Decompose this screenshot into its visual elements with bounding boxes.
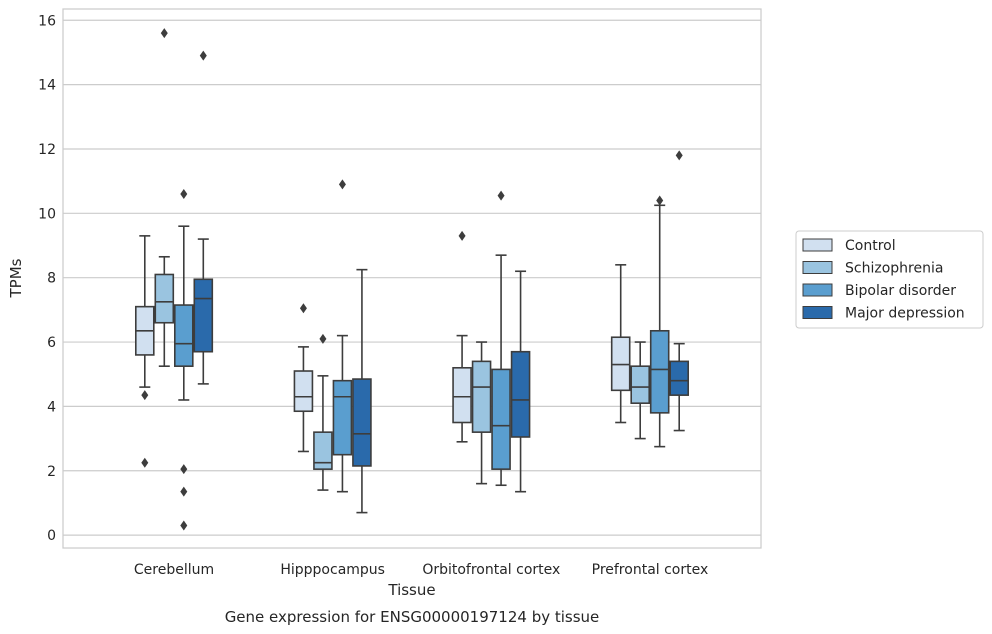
y-axis-ticks: 0 2 4 6 8 10 12 14 16 [38, 13, 56, 544]
outlier-point [180, 189, 188, 200]
iqr-box [649, 329, 670, 414]
x-tick-label-cerebellum: Cerebellum [134, 562, 214, 578]
y-tick-label: 10 [38, 206, 56, 222]
iqr-box [313, 431, 333, 470]
iqr-box [173, 304, 194, 367]
box-control-orbitofrontal-cortex [452, 230, 472, 443]
legend-swatch [802, 238, 833, 252]
outlier-point [319, 333, 327, 344]
box-schizophrenia-cerebellum [154, 28, 175, 367]
outlier-point [497, 190, 505, 201]
y-tick-label: 2 [47, 464, 56, 480]
y-tick-label: 4 [47, 399, 56, 415]
box-schizophrenia-prefrontal-cortex [630, 341, 651, 440]
outlier-point [160, 28, 168, 39]
outlier-point [180, 464, 188, 475]
x-tick-label-prefrontal-cortex: Prefrontal cortex [592, 562, 709, 578]
iqr-box [669, 360, 690, 396]
outlier-point [338, 179, 346, 190]
legend-label: Bipolar disorder [845, 283, 956, 299]
outlier-point [141, 390, 149, 401]
outlier-point [656, 195, 664, 206]
box-major-depression-orbitofrontal-cortex [510, 270, 531, 493]
iqr-box [471, 360, 492, 433]
box-bipolar-disorder-orbitofrontal-cortex [491, 190, 511, 487]
box-series [134, 28, 690, 531]
iqr-box [193, 278, 214, 353]
box-schizophrenia-hipppocampus [313, 333, 333, 491]
series-control [134, 230, 631, 468]
legend-label: Schizophrenia [845, 261, 943, 277]
outlier-point [299, 303, 307, 314]
iqr-box [610, 336, 631, 392]
legend-swatch [802, 283, 833, 297]
x-axis-ticks: Cerebellum Hipppocampus Orbitofrontal cort… [134, 562, 708, 578]
legend-item-control: Control [802, 238, 896, 254]
series-major-depression [193, 50, 690, 514]
box-bipolar-disorder-prefrontal-cortex [649, 195, 670, 448]
box-schizophrenia-orbitofrontal-cortex [471, 341, 492, 485]
outlier-point [180, 486, 188, 497]
iqr-box [510, 350, 531, 438]
outlier-point [180, 520, 188, 531]
outlier-point [141, 457, 149, 468]
iqr-box [332, 379, 353, 456]
x-axis-title: Tissue [387, 581, 435, 599]
x-tick-label-orbitofrontal-cortex: Orbitofrontal cortex [422, 562, 560, 578]
y-axis-title: TPMs [7, 258, 25, 298]
outlier-point [199, 50, 207, 61]
box-control-prefrontal-cortex [610, 264, 631, 424]
legend-swatch [802, 261, 833, 274]
iqr-box [352, 378, 372, 467]
box-major-depression-cerebellum [193, 50, 214, 385]
iqr-box [491, 368, 511, 470]
legend-item-major-depression: Major depression [802, 306, 965, 322]
y-tick-label: 6 [47, 335, 56, 351]
y-tick-label: 0 [47, 528, 56, 544]
legend: Control Schizophrenia Bipolar disorder Majo… [795, 230, 984, 329]
iqr-box [293, 370, 314, 413]
legend-label: Major depression [845, 306, 965, 322]
series-schizophrenia [154, 28, 651, 491]
box-bipolar-disorder-cerebellum [173, 189, 194, 531]
box-major-depression-prefrontal-cortex [669, 150, 690, 432]
iqr-box [630, 365, 651, 404]
iqr-box [452, 366, 472, 424]
x-tick-label-hipppocampus: Hipppocampus [280, 562, 385, 578]
box-major-depression-hipppocampus [352, 268, 372, 514]
y-tick-label: 8 [47, 271, 56, 287]
box-bipolar-disorder-hipppocampus [332, 179, 353, 493]
legend-item-schizophrenia: Schizophrenia [802, 261, 943, 277]
legend-frame [795, 230, 984, 329]
legend-swatch [802, 306, 833, 319]
plot-area-frame [62, 8, 762, 549]
box-control-cerebellum [134, 235, 155, 468]
figure-caption: Gene expression for ENSG00000197124 by t… [225, 608, 600, 626]
iqr-box [154, 273, 175, 324]
outlier-point [675, 150, 683, 161]
y-tick-label: 16 [38, 13, 56, 29]
box-control-hipppocampus [293, 303, 314, 453]
outlier-point [458, 230, 466, 241]
y-tick-label: 14 [38, 78, 56, 94]
legend-label: Control [845, 238, 896, 254]
legend-item-bipolar-disorder: Bipolar disorder [802, 283, 956, 299]
y-tick-label: 12 [38, 142, 56, 158]
series-bipolar-disorder [173, 179, 670, 531]
